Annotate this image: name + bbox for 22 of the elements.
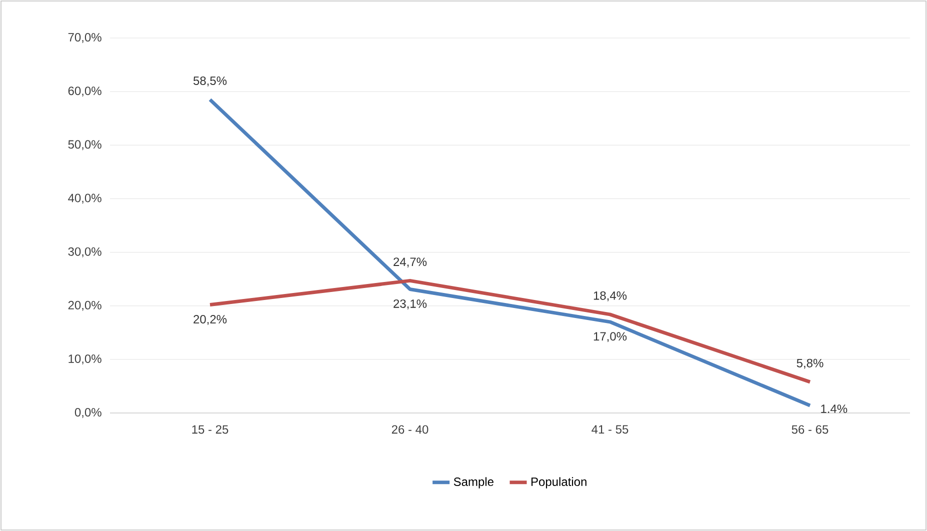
y-tick-label: 30,0% (68, 247, 102, 258)
data-label: 23,1% (394, 299, 427, 310)
y-tick-label: 70,0% (68, 33, 102, 43)
legend-label: Population (531, 477, 586, 488)
data-label: 5,8% (796, 358, 824, 369)
x-tick-label: 41 - 55 (592, 425, 628, 434)
data-label: 20,2% (194, 314, 227, 325)
x-tick-label: 56 - 65 (792, 425, 828, 434)
x-tick-label: 15 - 25 (192, 425, 228, 434)
y-tick-label: 60,0% (68, 86, 102, 97)
data-label: 24,7% (394, 258, 427, 268)
y-tick-label: 0,0% (74, 408, 102, 418)
x-tick-label: 26 - 40 (392, 425, 428, 434)
data-label: 58,5% (193, 76, 227, 86)
y-tick-label: 20,0% (68, 300, 102, 311)
y-tick-label: 40,0% (68, 194, 102, 204)
y-tick-label: 10,0% (68, 354, 102, 364)
y-tick-label: 50,0% (68, 140, 102, 150)
data-label: 17,0% (594, 332, 627, 342)
data-label: 18,4% (594, 291, 627, 302)
legend-label: Sample (454, 477, 494, 488)
data-label: 1,4% (821, 404, 848, 414)
